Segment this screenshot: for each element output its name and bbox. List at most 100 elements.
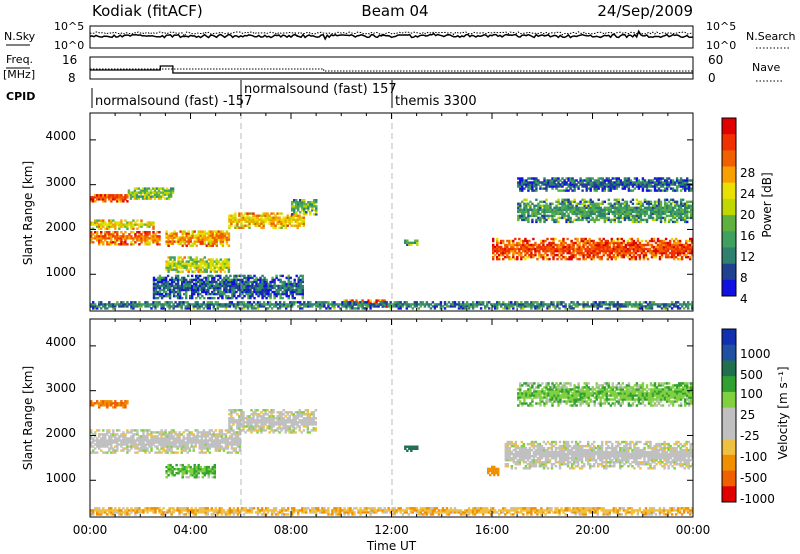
heatmap-cell [199,296,202,300]
heatmap-cell [581,181,584,184]
heatmap-cell [659,220,663,224]
heatmap-cell [158,294,162,298]
heatmap-cell [607,189,611,192]
heatmap-cell [243,282,246,286]
heatmap-cell [199,262,202,265]
heatmap-cell [547,185,550,188]
heatmap-cell [659,212,663,216]
heatmap-cell [678,251,682,255]
heatmap-cell [108,435,111,438]
heatmap-cell [191,296,194,300]
heatmap-cell [217,260,221,263]
heatmap-cell [669,206,673,210]
heatmap-cell [92,437,95,440]
heatmap-cell [268,216,271,219]
heatmap-cell [603,210,607,214]
heatmap-cell [669,212,673,216]
heatmap-cell [657,200,661,204]
heatmap-cell [171,234,174,237]
heatmap-cell [90,431,93,434]
heatmap-cell [94,196,97,199]
heatmap-cell [631,202,635,206]
heatmap-cell [180,303,183,306]
heatmap-cell [548,303,551,306]
heatmap-cell [240,212,243,215]
heatmap-cell [633,206,637,210]
heatmap-cell [223,280,226,284]
heatmap-cell [592,301,595,304]
heatmap-cell [156,243,159,246]
heatmap-cell [259,292,262,296]
heatmap-cell [620,253,624,257]
heatmap-cell [538,249,541,253]
heatmap-cell [291,305,294,308]
heatmap-cell [597,206,600,210]
heatmap-cell [287,278,290,282]
heatmap-cell [525,198,528,202]
heatmap-cell [112,305,115,308]
heatmap-cell [560,251,563,255]
heatmap-cell [594,301,597,304]
heatmap-cell [112,406,115,409]
heatmap-cell [281,290,284,294]
heatmap-cell [191,280,194,284]
heatmap-cell [130,431,133,434]
heatmap-cell [207,274,210,278]
heatmap-cell [631,198,635,202]
heatmap-cell [603,212,607,216]
heatmap-cell [624,247,628,251]
heatmap-cell [261,274,264,278]
heatmap-cell [580,303,583,306]
heatmap-cell [120,198,123,201]
heatmap-cell [157,195,161,198]
heatmap-cell [296,224,299,227]
heatmap-cell [500,303,503,306]
heatmap-cell [534,251,537,255]
heatmap-cell [144,303,147,306]
heatmap-cell [102,437,105,440]
heatmap-cell [238,218,241,221]
heatmap-cell [132,237,135,240]
heatmap-cell [636,307,640,310]
heatmap-cell [100,404,103,407]
heatmap-cell [393,305,396,308]
heatmap-cell [628,241,632,245]
heatmap-cell [139,191,143,194]
heatmap-cell [545,183,548,186]
heatmap-cell [154,235,157,238]
heatmap-cell [102,223,105,226]
heatmap-cell [122,243,125,246]
heatmap-cell [283,288,286,292]
heatmap-cell [552,257,555,261]
heatmap-cell [202,307,206,310]
heatmap-cell [258,222,261,225]
heatmap-cell [96,400,99,403]
heatmap-cell [555,187,558,190]
heatmap-cell [136,437,139,440]
heatmap-cell [94,231,97,234]
heatmap-cell [579,179,582,182]
heatmap-cell [589,214,592,218]
heatmap-cell [124,303,127,306]
heatmap-cell [286,218,289,221]
heatmap-cell [333,307,336,310]
heatmap-cell [143,195,147,198]
heatmap-cell [585,181,588,184]
heatmap-cell [227,280,230,284]
heatmap-cell [299,201,302,204]
heatmap-cell [189,268,192,271]
heatmap-cell [160,282,164,286]
heatmap-cell [539,206,542,210]
heatmap-cell [193,282,196,286]
heatmap-cell [158,439,161,442]
heatmap-cell [265,290,268,294]
heatmap-cell [603,214,607,218]
heatmap-cell [620,245,624,249]
heatmap-cell [164,433,167,436]
heatmap-cell [656,251,660,255]
heatmap-cell [663,220,667,224]
heatmap-cell [678,241,682,245]
heatmap-cell [381,305,384,308]
cpid-segment-3: themis 3300 [395,94,477,109]
heatmap-cell [90,196,93,199]
